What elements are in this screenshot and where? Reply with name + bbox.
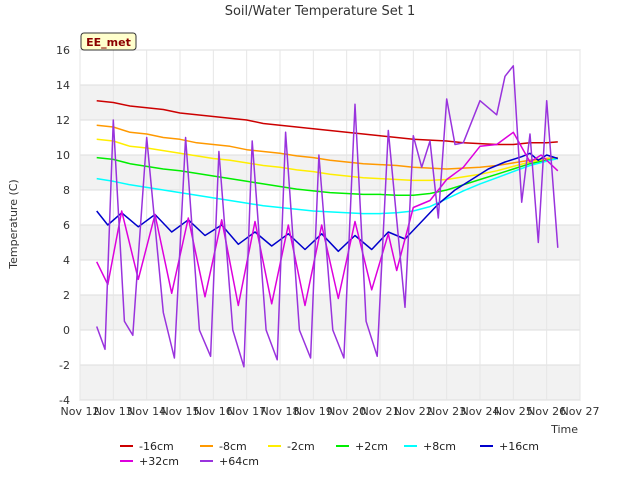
legend-label: +8cm <box>423 440 456 453</box>
legend-label: +32cm <box>139 455 179 468</box>
legend-label: +2cm <box>355 440 388 453</box>
legend-item: -8cm <box>200 440 247 453</box>
x-tick-label: Nov 21 <box>361 405 400 418</box>
x-axis-title: Time <box>550 423 578 436</box>
x-tick-label: Nov 18 <box>261 405 300 418</box>
x-tick-label: Nov 12 <box>61 405 100 418</box>
series-line-2cm <box>96 138 558 182</box>
legend-item: -16cm <box>120 440 174 453</box>
legend: -16cm -8cm -2cm +2cm +8cm +16cm +32cm +64cm <box>120 440 539 468</box>
grid-band <box>80 85 580 120</box>
x-tick-label: Nov 14 <box>127 405 166 418</box>
series-line-32cm <box>96 131 559 307</box>
series-line-64cm <box>95 65 559 368</box>
x-tick-label: Nov 22 <box>394 405 433 418</box>
legend-item: -2cm <box>268 440 315 453</box>
y-tick-label: 4 <box>63 254 70 267</box>
chart-title: Soil/Water Temperature Set 1 <box>225 4 416 19</box>
x-tick-label: Nov 25 <box>494 405 533 418</box>
legend-label: -2cm <box>287 440 315 453</box>
x-tick-label: Nov 13 <box>94 405 133 418</box>
grid-band <box>80 365 580 400</box>
y-tick-label: 10 <box>56 149 70 162</box>
legend-item: +8cm <box>404 440 456 453</box>
legend-label: -16cm <box>139 440 174 453</box>
y-tick-label: -2 <box>59 359 70 372</box>
y-tick-label: 2 <box>63 289 70 302</box>
legend-label: +64cm <box>219 455 259 468</box>
x-tick-label: Nov 26 <box>527 405 566 418</box>
legend-label: -8cm <box>219 440 247 453</box>
series-line-8cm <box>96 157 558 215</box>
x-tick-label: Nov 15 <box>161 405 200 418</box>
series-line-8cm <box>96 124 558 170</box>
y-axis-title: Temperature (C) <box>7 179 20 269</box>
y-tick-label: -4 <box>59 394 70 407</box>
series-line-16cm <box>96 152 559 253</box>
legend-label: +16cm <box>499 440 539 453</box>
series-lines <box>95 65 559 368</box>
x-tick-label: Nov 24 <box>461 405 500 418</box>
station-badge-label: EE_met <box>86 36 131 49</box>
x-tick-label: Nov 16 <box>194 405 233 418</box>
x-tick-label: Nov 23 <box>427 405 466 418</box>
station-badge-box <box>80 32 137 51</box>
x-tick-label: Nov 20 <box>327 405 366 418</box>
station-badge: EE_met <box>80 32 137 51</box>
legend-item: +64cm <box>200 455 259 468</box>
legend-item: +32cm <box>120 455 179 468</box>
y-tick-label: 0 <box>63 324 70 337</box>
legend-item: +2cm <box>336 440 388 453</box>
y-tick-label: 16 <box>56 44 70 57</box>
x-tick-label: Nov 27 <box>561 405 600 418</box>
x-tick-label: Nov 17 <box>227 405 266 418</box>
y-tick-label: 8 <box>63 184 70 197</box>
y-tick-label: 14 <box>56 79 70 92</box>
y-tick-label: 12 <box>56 114 70 127</box>
y-tick-label: 6 <box>63 219 70 232</box>
legend-item: +16cm <box>480 440 539 453</box>
series-line-16cm <box>96 99 558 146</box>
y-axis-ticks: -4 -2 0 2 4 6 8 10 12 14 16 <box>56 44 70 407</box>
series-line-2cm <box>96 156 558 197</box>
x-tick-label: Nov 19 <box>294 405 333 418</box>
